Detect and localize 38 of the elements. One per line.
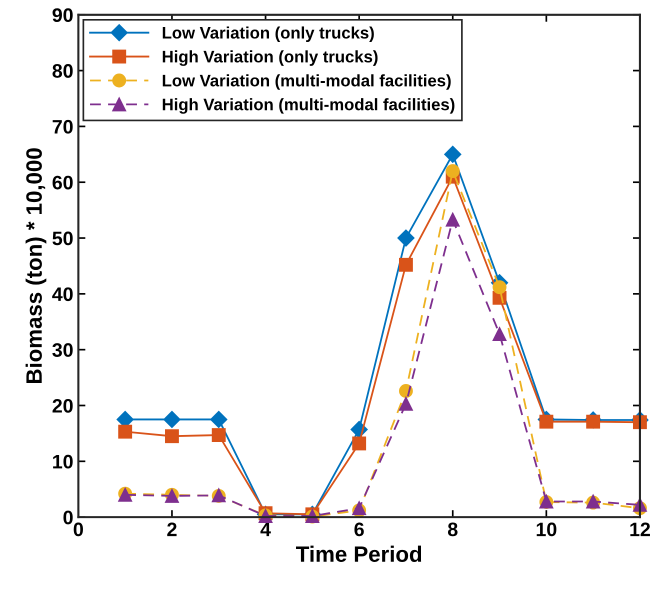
- y-tick-label: 70: [52, 120, 73, 134]
- y-tick-label: 20: [52, 398, 73, 413]
- point: [399, 258, 413, 272]
- x-tick-label: 2: [167, 522, 177, 536]
- x-tick-label: 10: [536, 522, 556, 536]
- x-tick-label: 8: [448, 522, 458, 536]
- legend-label: High Variation (only trucks): [162, 50, 378, 66]
- y-tick-label: 0: [63, 510, 73, 524]
- point: [399, 396, 413, 411]
- point: [210, 410, 228, 428]
- y-tick-label: 10: [53, 454, 73, 469]
- x-tick-label: 0: [74, 522, 83, 536]
- point: [446, 212, 460, 227]
- point: [118, 424, 132, 439]
- legend-label: High Variation (multi-modal facilities): [162, 98, 454, 114]
- y-tick-label: 50: [52, 232, 73, 246]
- point: [444, 146, 462, 163]
- x-tick-label: 4: [260, 522, 271, 536]
- y-tick-label: 30: [52, 343, 73, 357]
- point: [397, 229, 414, 247]
- x-axis-title: Time Period: [296, 546, 422, 562]
- point: [539, 414, 554, 429]
- x-tick-label: 12: [630, 522, 650, 536]
- y-tick-label: 60: [52, 176, 73, 190]
- point: [492, 327, 506, 341]
- y-axis-title: Biomass (ton) * 10,000: [26, 148, 46, 384]
- y-tick-label: 40: [52, 287, 73, 302]
- point: [492, 280, 506, 294]
- point: [165, 429, 179, 444]
- x-tick-label: 6: [354, 522, 364, 536]
- legend-label: Low Variation (multi-modal facilities): [162, 74, 451, 90]
- y-tick-label: 90: [52, 8, 73, 22]
- point: [446, 164, 460, 178]
- y-tick-label: 80: [52, 64, 73, 78]
- point: [352, 436, 366, 450]
- legend-label: Low Variation (only trucks): [162, 26, 374, 42]
- point: [212, 428, 226, 442]
- point: [163, 410, 181, 428]
